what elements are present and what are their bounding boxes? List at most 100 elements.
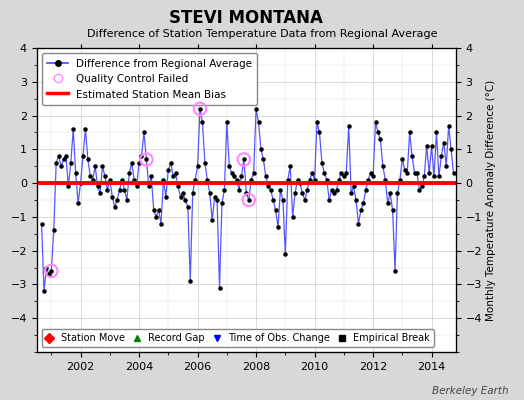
- Point: [147, 173, 156, 180]
- Title: STEVI MONTANA: STEVI MONTANA: [169, 9, 323, 27]
- Point: [450, 170, 458, 176]
- Y-axis label: Monthly Temperature Anomaly Difference (°C): Monthly Temperature Anomaly Difference (…: [486, 79, 496, 321]
- Point: [127, 160, 136, 166]
- Point: [430, 173, 438, 180]
- Point: [145, 183, 153, 190]
- Point: [225, 163, 234, 170]
- Point: [303, 187, 311, 193]
- Point: [174, 183, 182, 190]
- Point: [374, 129, 382, 136]
- Point: [45, 271, 53, 278]
- Point: [283, 176, 292, 183]
- Point: [164, 166, 172, 173]
- Point: [379, 163, 387, 170]
- Point: [335, 176, 343, 183]
- Point: [230, 173, 238, 180]
- Point: [274, 224, 282, 230]
- Point: [437, 153, 445, 159]
- Point: [196, 106, 204, 112]
- Point: [354, 220, 363, 227]
- Point: [74, 200, 82, 206]
- Point: [305, 176, 314, 183]
- Point: [347, 190, 355, 196]
- Point: [239, 156, 248, 163]
- Point: [310, 176, 319, 183]
- Point: [152, 214, 160, 220]
- Point: [101, 173, 109, 180]
- Point: [115, 187, 124, 193]
- Point: [142, 156, 150, 163]
- Point: [181, 197, 190, 203]
- Point: [400, 166, 409, 173]
- Point: [162, 194, 170, 200]
- Point: [254, 119, 263, 126]
- Point: [428, 143, 436, 149]
- Point: [239, 156, 248, 163]
- Point: [359, 200, 367, 206]
- Point: [420, 173, 429, 180]
- Point: [133, 183, 141, 190]
- Point: [186, 278, 194, 284]
- Point: [357, 207, 365, 213]
- Point: [42, 264, 51, 271]
- Point: [293, 176, 302, 183]
- Point: [325, 197, 333, 203]
- Point: [59, 156, 68, 163]
- Point: [381, 176, 389, 183]
- Point: [345, 122, 353, 129]
- Point: [52, 160, 60, 166]
- Point: [296, 180, 304, 186]
- Point: [313, 119, 321, 126]
- Point: [425, 170, 433, 176]
- Point: [403, 170, 411, 176]
- Point: [444, 122, 453, 129]
- Point: [432, 129, 441, 136]
- Point: [123, 197, 131, 203]
- Point: [350, 183, 358, 190]
- Point: [366, 170, 375, 176]
- Point: [330, 190, 339, 196]
- Point: [137, 153, 146, 159]
- Point: [142, 156, 150, 163]
- Point: [89, 176, 97, 183]
- Point: [183, 204, 192, 210]
- Point: [118, 176, 126, 183]
- Point: [422, 143, 431, 149]
- Point: [328, 187, 336, 193]
- Point: [213, 197, 221, 203]
- Point: [298, 190, 307, 196]
- Point: [62, 153, 70, 159]
- Point: [84, 156, 92, 163]
- Point: [415, 187, 423, 193]
- Point: [179, 190, 187, 196]
- Point: [408, 153, 416, 159]
- Point: [215, 285, 224, 291]
- Point: [391, 268, 399, 274]
- Point: [54, 153, 63, 159]
- Point: [135, 160, 143, 166]
- Point: [177, 194, 185, 200]
- Point: [155, 207, 163, 213]
- Point: [440, 139, 448, 146]
- Point: [71, 170, 80, 176]
- Point: [201, 160, 209, 166]
- Point: [318, 160, 326, 166]
- Point: [96, 190, 104, 196]
- Point: [245, 197, 253, 203]
- Point: [249, 170, 258, 176]
- Point: [211, 194, 219, 200]
- Point: [103, 187, 112, 193]
- Point: [77, 180, 85, 186]
- Point: [227, 170, 236, 176]
- Point: [447, 146, 455, 152]
- Point: [220, 187, 228, 193]
- Point: [237, 173, 246, 180]
- Point: [267, 187, 275, 193]
- Point: [108, 194, 116, 200]
- Point: [252, 106, 260, 112]
- Point: [271, 207, 280, 213]
- Point: [235, 187, 243, 193]
- Point: [279, 197, 287, 203]
- Point: [208, 217, 216, 224]
- Point: [269, 197, 277, 203]
